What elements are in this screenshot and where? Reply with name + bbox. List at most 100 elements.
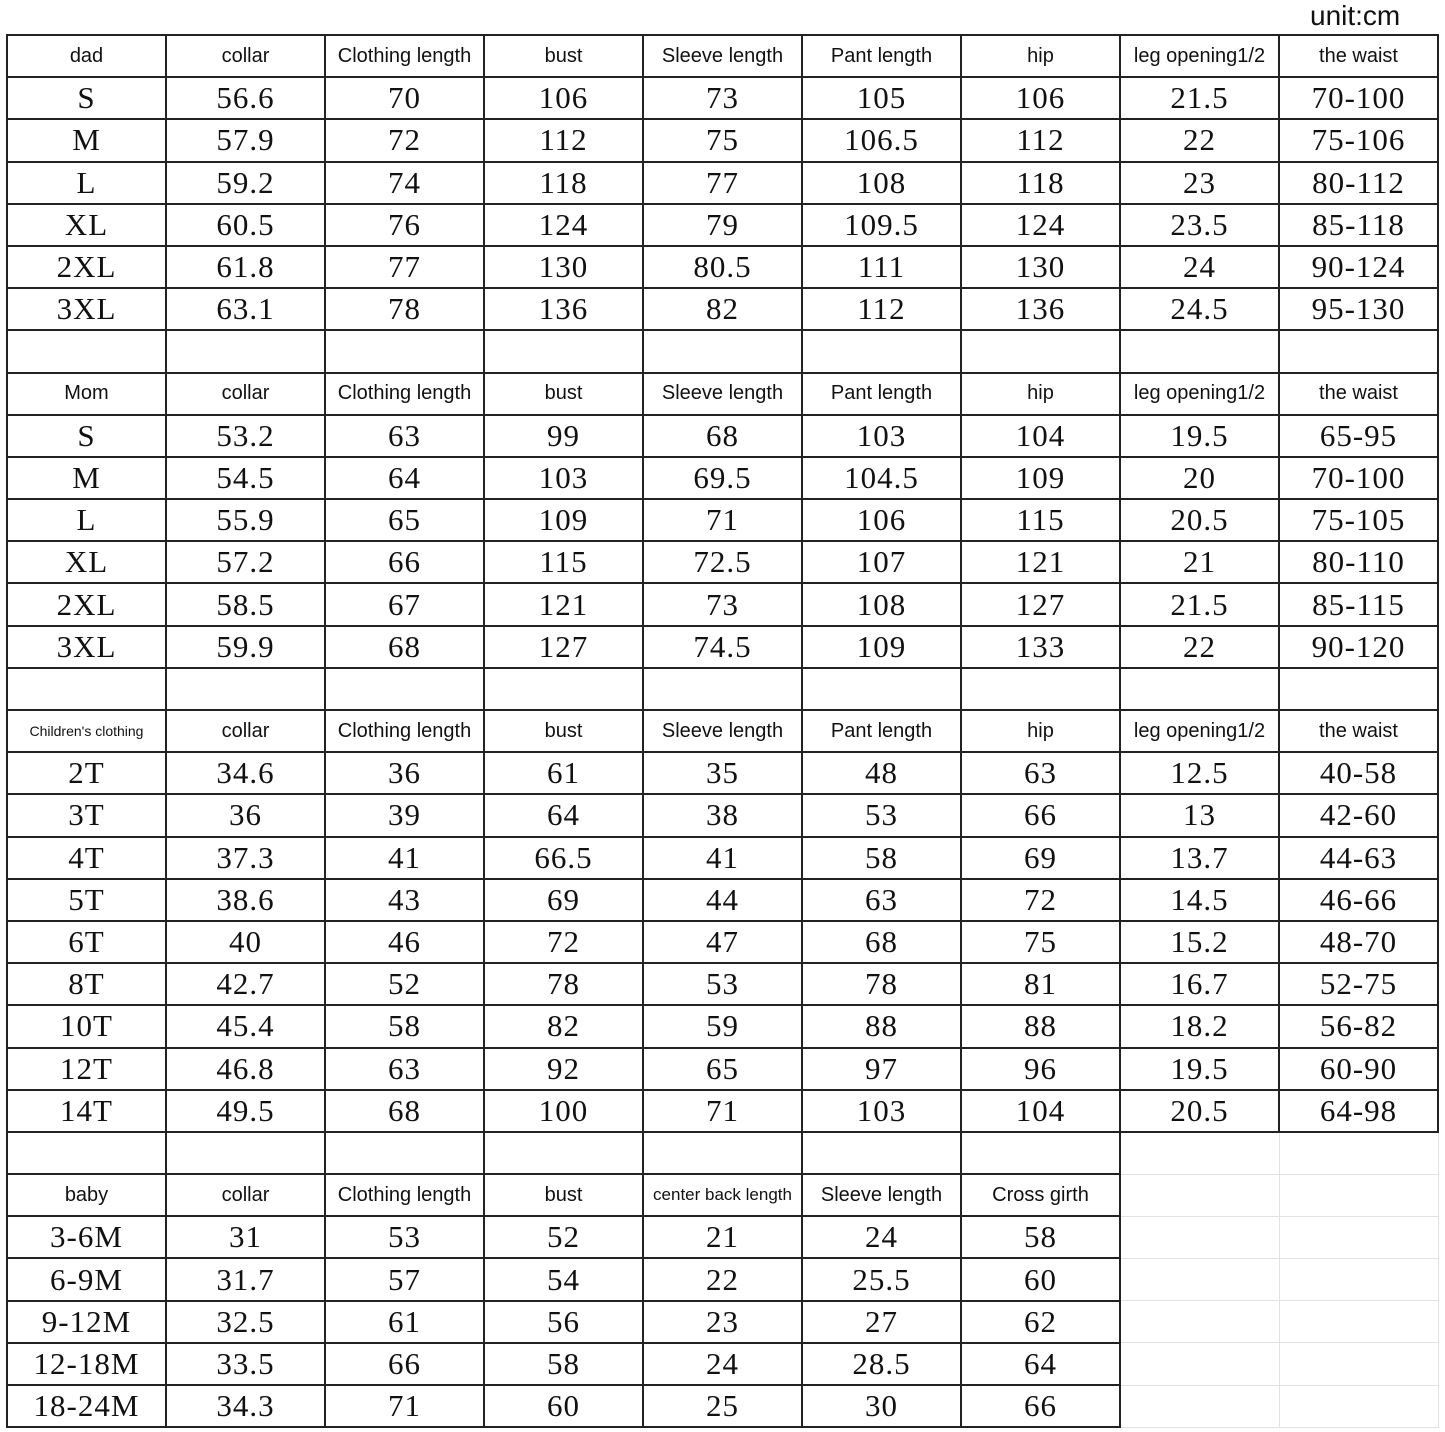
size-cell: 2T [6,751,167,796]
measurement-cell: 62 [960,1299,1121,1344]
empty-cell [1119,1173,1280,1217]
measurement-cell: 61 [483,751,644,796]
measurement-cell: 47 [642,919,803,965]
measurement-cell: 74.5 [642,624,803,669]
empty-cell [1278,1384,1439,1428]
measurement-cell: 106 [960,76,1121,121]
measurement-cell: 88 [801,1004,962,1049]
measurement-cell: 70 [324,76,485,121]
measurement-cell: 58 [324,1004,485,1049]
measurement-cell: 21 [642,1215,803,1260]
empty-cell [1278,1342,1439,1386]
measurement-cell: 105 [801,76,962,121]
measurement-cell: 24 [801,1215,962,1260]
measurement-cell: 46-66 [1278,877,1439,922]
measurement-cell: 68 [642,413,803,458]
measurement-cell: 133 [960,624,1121,669]
measurement-cell: 31 [165,1215,326,1260]
measurement-cell: 92 [483,1046,644,1091]
measurement-cell: 22 [1119,118,1280,163]
measurement-cell: 40 [165,919,326,965]
table-row: 12-18M 33.5 66 58 24 28.5 64 [6,1341,1439,1387]
size-chart-table: dad collar Clothing length bust Sleeve lengt… [6,33,1439,1429]
measurement-cell: 72 [483,919,644,965]
column-header: Sleeve length [642,371,803,416]
empty-cell [483,1130,644,1176]
measurement-cell: 58 [483,1341,644,1387]
measurement-cell: 48-70 [1278,919,1439,965]
measurement-cell: 75-105 [1278,498,1439,543]
measurement-cell: 65 [642,1046,803,1091]
column-header: Pant length [801,708,962,754]
size-cell: 2XL [6,582,167,627]
measurement-cell: 88 [960,1004,1121,1049]
measurement-cell: 73 [642,582,803,627]
measurement-cell: 82 [483,1004,644,1049]
table-row: 9-12M 32.5 61 56 23 27 62 [6,1299,1439,1344]
measurement-cell: 16.7 [1119,962,1280,1007]
measurement-cell: 15.2 [1119,919,1280,965]
measurement-cell: 49.5 [165,1088,326,1133]
dad-header-row: dad collar Clothing length bust Sleeve lengt… [6,33,1439,79]
measurement-cell: 20.5 [1119,1088,1280,1133]
measurement-cell: 41 [324,835,485,880]
measurement-cell: 79 [642,202,803,247]
measurement-cell: 77 [642,160,803,205]
measurement-cell: 103 [483,455,644,501]
measurement-cell: 64-98 [1278,1088,1439,1133]
measurement-cell: 64 [960,1341,1121,1387]
measurement-cell: 53 [642,962,803,1007]
measurement-cell: 38.6 [165,877,326,922]
measurement-cell: 121 [960,540,1121,585]
measurement-cell: 19.5 [1119,1046,1280,1091]
measurement-cell: 22 [1119,624,1280,669]
measurement-cell: 66 [960,793,1121,838]
empty-cell [483,666,644,712]
measurement-cell: 19.5 [1119,413,1280,458]
table-row: 14T 49.5 68 100 71 103 104 20.5 64-98 [6,1088,1439,1133]
measurement-cell: 21.5 [1119,582,1280,627]
measurement-cell: 106.5 [801,118,962,163]
measurement-cell: 57 [324,1257,485,1302]
column-header: bust [483,708,644,754]
size-cell: 2XL [6,244,167,290]
measurement-cell: 18.2 [1119,1004,1280,1049]
measurement-cell: 127 [960,582,1121,627]
measurement-cell: 22 [642,1257,803,1302]
table-row: 3T 36 39 64 38 53 66 13 42-60 [6,793,1439,838]
table-row: 2T 34.6 36 61 35 48 63 12.5 40-58 [6,751,1439,796]
empty-cell [642,329,803,374]
measurement-cell: 80-110 [1278,540,1439,585]
size-cell: 3XL [6,287,167,332]
empty-cell [960,329,1121,374]
column-header: Cross girth [960,1173,1121,1218]
measurement-cell: 104.5 [801,455,962,501]
column-header: Children's clothing [6,708,167,754]
size-cell: 6-9M [6,1257,167,1302]
size-cell: S [6,413,167,458]
measurement-cell: 66 [324,1341,485,1387]
table-row: 8T 42.7 52 78 53 78 81 16.7 52-75 [6,962,1439,1007]
table-row: XL 60.5 76 124 79 109.5 124 23.5 85-118 [6,202,1439,247]
empty-cell [1278,329,1439,374]
measurement-cell: 72.5 [642,540,803,585]
measurement-cell: 57.9 [165,118,326,163]
column-header: Sleeve length [642,708,803,754]
empty-cell [165,1130,326,1176]
empty-cell [960,1130,1121,1176]
table-row: L 55.9 65 109 71 106 115 20.5 75-105 [6,498,1439,543]
size-cell: 12T [6,1046,167,1091]
measurement-cell: 75-106 [1278,118,1439,163]
measurement-cell: 106 [801,498,962,543]
measurement-cell: 73 [642,76,803,121]
table-row: 6T 40 46 72 47 68 75 15.2 48-70 [6,919,1439,965]
measurement-cell: 72 [960,877,1121,922]
measurement-cell: 68 [801,919,962,965]
measurement-cell: 21 [1119,540,1280,585]
size-cell: XL [6,202,167,247]
measurement-cell: 107 [801,540,962,585]
measurement-cell: 108 [801,582,962,627]
table-row: 5T 38.6 43 69 44 63 72 14.5 46-66 [6,877,1439,922]
measurement-cell: 32.5 [165,1299,326,1344]
measurement-cell: 24 [1119,244,1280,290]
